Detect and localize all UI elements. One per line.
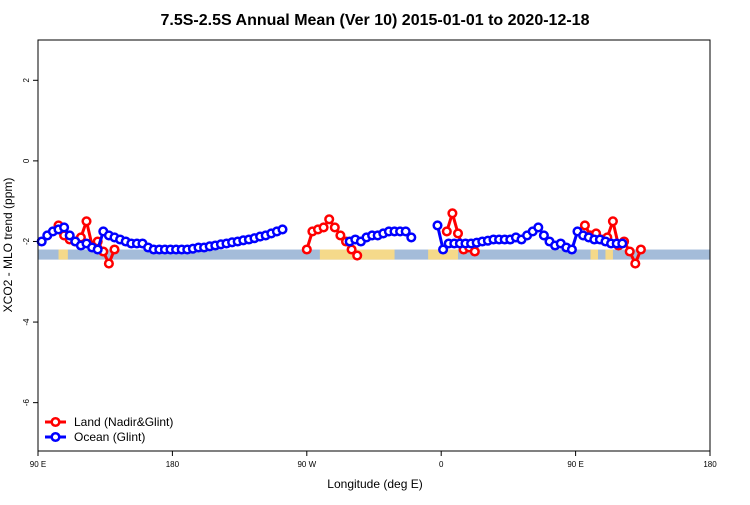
land-ocean-band [38,249,710,260]
data-point [301,244,312,255]
plot-frame [37,39,711,452]
data-point [277,224,288,235]
data-point [109,244,120,255]
legend-ocean-marker [50,431,61,443]
data-point [329,222,340,233]
data-point [438,244,449,255]
land-band-segment [58,249,68,260]
legend: Land (Nadir&Glint) Ocean (Glint) [45,415,173,444]
x-tick-label: 90 W [297,460,316,469]
data-point [617,238,628,249]
data-point [441,226,452,237]
legend-land-marker [50,416,61,428]
data-point [538,230,549,241]
data-point [64,230,75,241]
legend-ocean-label: Ocean (Glint) [74,430,145,444]
data-point [81,216,92,227]
x-tick-label: 180 [703,460,717,469]
data-point [607,216,618,227]
x-tick-label: 90 E [30,460,46,469]
land-band-segment [428,249,458,260]
axes: 90 E 180 90 W 0 90 E 180 -6 -4 -2 0 2 [22,78,717,469]
y-axis-label: XCO2 - MLO trend (ppm) [1,178,15,313]
y-tick-label: 2 [22,78,31,83]
data-point [335,230,346,241]
data-point [92,244,103,255]
chart-title: 7.5S-2.5S Annual Mean (Ver 10) 2015-01-0… [161,12,590,29]
land-band-segment [605,249,613,260]
data-point [624,246,635,257]
data-point [432,220,443,231]
data-point [635,244,646,255]
y-tick-label: -4 [22,318,31,326]
y-tick-label: -6 [22,399,31,407]
data-point [59,222,70,233]
series-ocean [36,220,628,255]
x-axis-label: Longitude (deg E) [327,477,422,491]
data-point [452,228,464,239]
data-point [406,232,417,243]
y-tick-label: -2 [22,237,31,245]
data-point [324,214,335,225]
data-point [400,226,411,237]
data-point [630,258,641,269]
data-point [318,222,329,233]
land-band-segment [590,249,598,260]
data-point [533,222,544,233]
data-point [566,244,577,255]
x-tick-label: 0 [439,460,444,469]
data-point [447,208,458,219]
data-point [352,250,363,261]
legend-land-label: Land (Nadir&Glint) [74,415,173,429]
y-tick-label: 0 [22,158,31,163]
x-tick-label: 180 [166,460,180,469]
x-tick-label: 90 E [567,460,583,469]
data-point [103,258,114,269]
series [36,208,646,269]
data-point [579,220,590,231]
data-point [469,246,480,257]
